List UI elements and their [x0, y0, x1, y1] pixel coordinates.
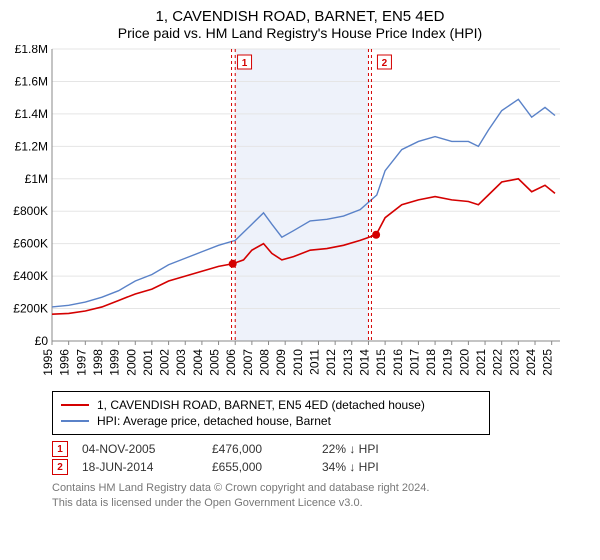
svg-text:2014: 2014 [357, 349, 371, 376]
legend: 1, CAVENDISH ROAD, BARNET, EN5 4ED (deta… [52, 391, 490, 435]
svg-text:2012: 2012 [324, 349, 338, 376]
sale-price: £476,000 [212, 442, 322, 456]
svg-text:1: 1 [242, 58, 248, 69]
svg-text:£600K: £600K [13, 237, 48, 251]
svg-text:2002: 2002 [158, 349, 172, 376]
svg-text:£1.6M: £1.6M [15, 74, 48, 88]
legend-swatch-icon [61, 404, 89, 406]
legend-label: HPI: Average price, detached house, Barn… [97, 414, 331, 428]
svg-text:2001: 2001 [141, 349, 155, 376]
sale-delta: 22% ↓ HPI [322, 442, 462, 456]
svg-text:2003: 2003 [174, 349, 188, 376]
svg-text:2008: 2008 [258, 349, 272, 376]
legend-label: 1, CAVENDISH ROAD, BARNET, EN5 4ED (deta… [97, 398, 425, 412]
svg-text:2017: 2017 [407, 349, 421, 376]
footer-line: This data is licensed under the Open Gov… [52, 496, 594, 511]
svg-text:2005: 2005 [208, 349, 222, 376]
svg-text:2007: 2007 [241, 349, 255, 376]
svg-text:2025: 2025 [541, 349, 555, 376]
sale-price: £655,000 [212, 460, 322, 474]
svg-text:2022: 2022 [491, 349, 505, 376]
svg-text:£1M: £1M [25, 172, 48, 186]
sale-marker-icon: 2 [52, 459, 68, 475]
svg-text:£1.4M: £1.4M [15, 107, 48, 121]
svg-text:2004: 2004 [191, 349, 205, 376]
svg-text:2000: 2000 [124, 349, 138, 376]
svg-text:1998: 1998 [91, 349, 105, 376]
svg-text:2013: 2013 [341, 349, 355, 376]
svg-text:2024: 2024 [524, 349, 538, 376]
footer-line: Contains HM Land Registry data © Crown c… [52, 481, 594, 496]
svg-text:1995: 1995 [41, 349, 55, 376]
svg-text:2020: 2020 [457, 349, 471, 376]
svg-text:2015: 2015 [374, 349, 388, 376]
svg-text:1996: 1996 [58, 349, 72, 376]
svg-text:2023: 2023 [507, 349, 521, 376]
svg-text:2: 2 [382, 58, 388, 69]
svg-text:£1.8M: £1.8M [15, 45, 48, 56]
svg-text:2018: 2018 [424, 349, 438, 376]
page-title: 1, CAVENDISH ROAD, BARNET, EN5 4ED [6, 8, 594, 25]
svg-text:2016: 2016 [391, 349, 405, 376]
footer: Contains HM Land Registry data © Crown c… [52, 481, 594, 511]
sale-date: 04-NOV-2005 [82, 442, 212, 456]
svg-text:£200K: £200K [13, 302, 48, 316]
sale-delta: 34% ↓ HPI [322, 460, 462, 474]
svg-text:£0: £0 [35, 334, 49, 348]
svg-text:1999: 1999 [108, 349, 122, 376]
svg-text:1997: 1997 [74, 349, 88, 376]
sale-row: 1 04-NOV-2005 £476,000 22% ↓ HPI [52, 441, 594, 457]
svg-text:2006: 2006 [224, 349, 238, 376]
svg-text:2009: 2009 [274, 349, 288, 376]
legend-row: 1, CAVENDISH ROAD, BARNET, EN5 4ED (deta… [61, 398, 481, 412]
sale-marker-icon: 1 [52, 441, 68, 457]
page-subtitle: Price paid vs. HM Land Registry's House … [6, 25, 594, 41]
legend-swatch-icon [61, 420, 89, 422]
legend-row: HPI: Average price, detached house, Barn… [61, 414, 481, 428]
svg-text:£800K: £800K [13, 204, 48, 218]
svg-text:2019: 2019 [441, 349, 455, 376]
price-chart: £0 £200K £400K £600K £800K £1M £1.2M £1.4M £1.6M… [6, 45, 566, 385]
svg-text:£1.2M: £1.2M [15, 139, 48, 153]
sale-row: 2 18-JUN-2014 £655,000 34% ↓ HPI [52, 459, 594, 475]
svg-text:2010: 2010 [291, 349, 305, 376]
svg-text:2021: 2021 [474, 349, 488, 376]
sale-date: 18-JUN-2014 [82, 460, 212, 474]
svg-text:2011: 2011 [307, 349, 321, 375]
svg-text:£400K: £400K [13, 269, 48, 283]
